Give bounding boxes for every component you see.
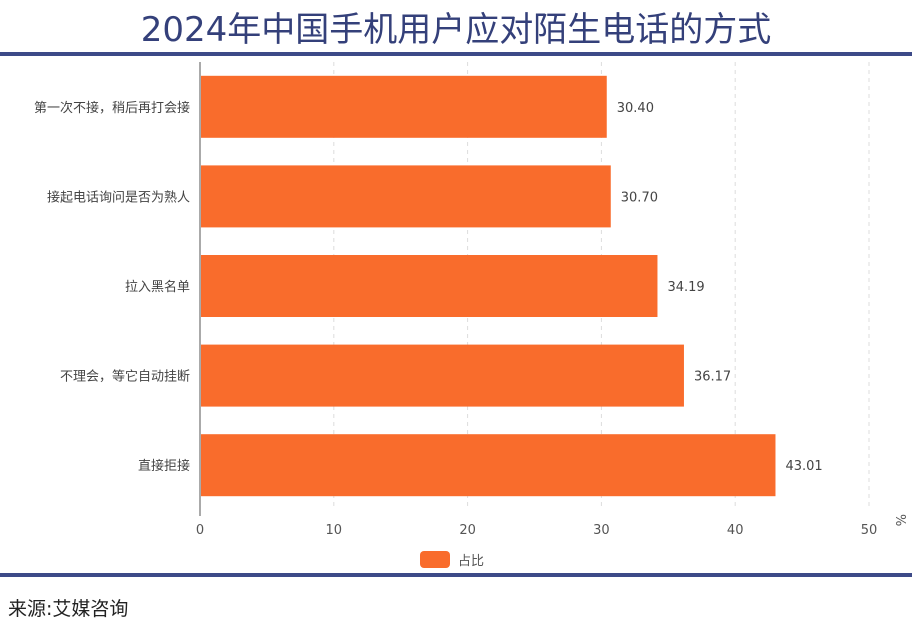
category-label: 第一次不接，稍后再打会接: [34, 100, 190, 116]
category-label: 接起电话询问是否为熟人: [47, 189, 190, 205]
data-label: 30.70: [621, 190, 658, 205]
data-label: 34.19: [667, 280, 704, 295]
x-tick-label: 10: [326, 523, 343, 538]
x-tick-label: 40: [727, 523, 744, 538]
bar: [201, 255, 658, 317]
category-label: 拉入黑名单: [125, 279, 190, 295]
data-label: 36.17: [694, 370, 731, 385]
x-tick-label: 50: [861, 523, 878, 538]
x-tick-label: 30: [593, 523, 610, 538]
data-label: 43.01: [785, 459, 822, 474]
x-unit-label: %: [892, 514, 907, 526]
legend-label: 占比: [458, 554, 484, 569]
source-note: 来源:艾媒咨询: [8, 598, 129, 620]
category-label: 直接拒接: [138, 458, 190, 474]
x-tick-label: 20: [459, 523, 476, 538]
bar-chart: 0 10 20 30 40 50% 第一次不接，稍后再打会接 30.40 接起电话询问是否为熟人…: [34, 62, 907, 569]
data-label: 30.40: [617, 101, 654, 116]
x-tick-label: 0: [196, 523, 204, 538]
bar: [201, 165, 611, 228]
bar: [201, 434, 776, 497]
bar: [201, 344, 684, 407]
chart-title: 2024年中国手机用户应对陌生电话的方式: [140, 10, 772, 50]
legend-swatch: [420, 551, 450, 568]
bar: [201, 75, 607, 138]
title-divider: [0, 52, 912, 56]
footer-divider: [0, 573, 912, 577]
category-label: 不理会，等它自动挂断: [60, 369, 190, 385]
